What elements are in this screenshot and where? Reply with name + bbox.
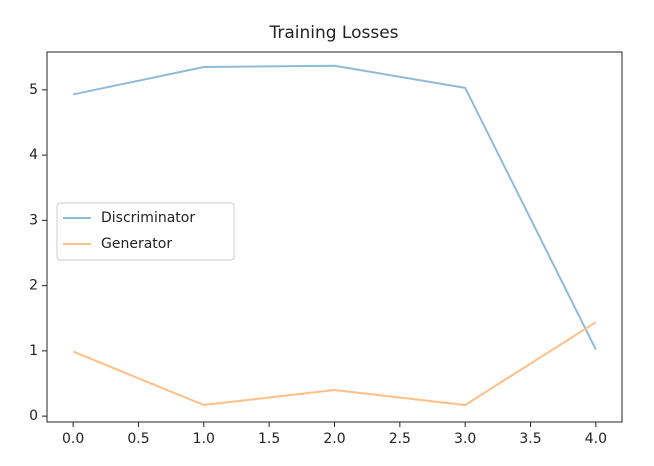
y-tick-label: 0 — [29, 408, 38, 424]
x-tick-label: 3.0 — [454, 431, 476, 447]
y-tick-label: 1 — [29, 343, 38, 359]
y-tick-label: 4 — [29, 147, 38, 163]
plot-frame — [46, 51, 623, 423]
x-tick-label: 2.5 — [389, 431, 411, 447]
x-tick-label: 2.0 — [323, 431, 345, 447]
legend-label: Discriminator — [101, 210, 195, 226]
legend-box — [56, 202, 235, 261]
x-tick-label: 1.5 — [258, 431, 280, 447]
y-tick-label: 3 — [29, 212, 38, 228]
x-tick-label: 4.0 — [585, 431, 607, 447]
x-tick-label: 1.0 — [193, 431, 215, 447]
chart-title: Training Losses — [268, 23, 398, 43]
x-tick-label: 0.5 — [127, 431, 149, 447]
series-line — [72, 64, 597, 351]
series-line — [72, 321, 597, 407]
y-tick-label: 5 — [29, 82, 38, 98]
y-tick-label: 2 — [29, 278, 38, 294]
legend-label: Generator — [101, 236, 172, 252]
x-tick-label: 0.0 — [62, 431, 84, 447]
x-tick-label: 3.5 — [519, 431, 541, 447]
